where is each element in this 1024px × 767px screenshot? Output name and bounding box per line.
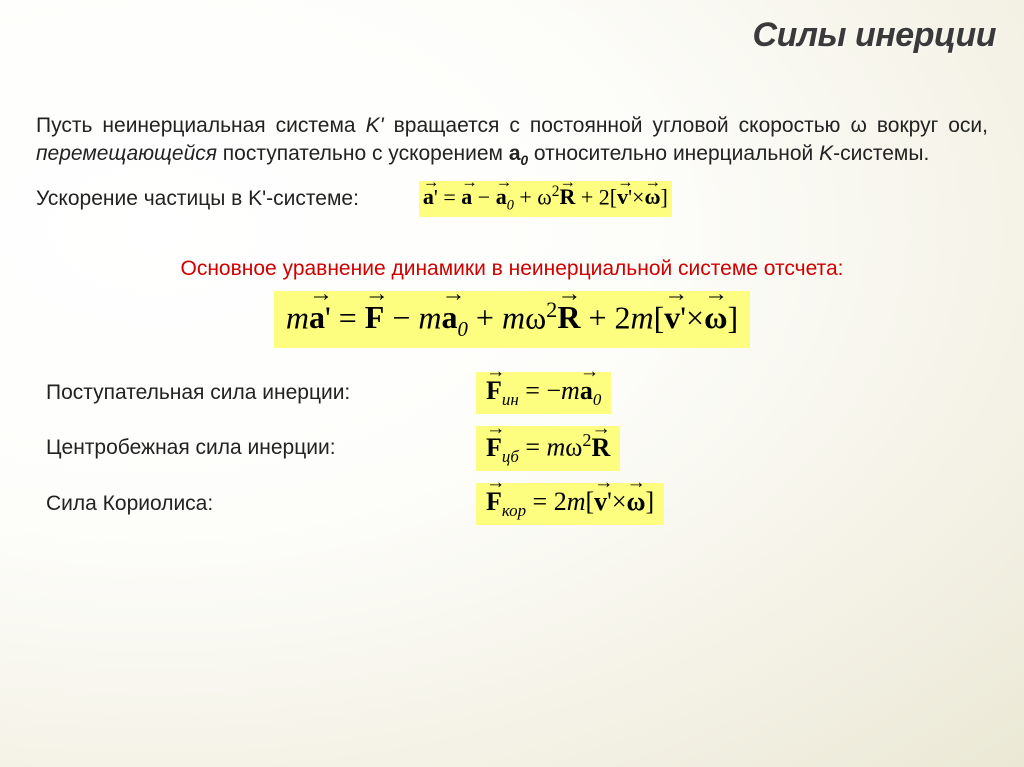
omega: ω	[850, 114, 866, 137]
page-title: Силы инерции	[753, 16, 996, 55]
k-prime: K'	[366, 114, 384, 137]
text: -системы.	[833, 142, 929, 165]
translational-force-eq: Fин = −ma0	[476, 372, 611, 414]
main-equation-label: Основное уравнение динамики в неинерциал…	[36, 257, 988, 281]
centrifugal-force-row: Центробежная сила инерции: Fцб = mω2R	[36, 426, 988, 471]
coriolis-force-eq: Fкор = 2m[v'×ω]	[476, 483, 664, 525]
coriolis-force-row: Сила Кориолиса: Fкор = 2m[v'×ω]	[36, 483, 988, 525]
coriolis-force-label: Сила Кориолиса:	[36, 492, 476, 516]
centrifugal-force-label: Центробежная сила инерции:	[36, 436, 476, 460]
main-equation-wrap: ma' = F − ma0 + mω2R + 2m[v'×ω]	[36, 291, 988, 348]
main-equation: ma' = F − ma0 + mω2R + 2m[v'×ω]	[274, 291, 750, 348]
text: вращается с постоянной угловой скоростью	[384, 114, 851, 137]
intro-paragraph: Пусть неинерциальная система K' вращаетс…	[36, 112, 988, 171]
translational-force-label: Поступательная сила инерции:	[36, 381, 476, 405]
text: Пусть неинерциальная система	[36, 114, 366, 137]
acceleration-equation: a' = a − a0 + ω2R + 2[v'×ω]	[419, 181, 672, 217]
translational-force-row: Поступательная сила инерции: Fин = −ma0	[36, 372, 988, 414]
moving-word: перемещающейся	[36, 142, 217, 165]
text: поступательно с ускорением	[217, 142, 509, 165]
acceleration-label: Ускорение частицы в K'-системе:	[36, 187, 359, 211]
text: вокруг оси,	[867, 114, 988, 137]
text: относительно инерциальной	[528, 142, 819, 165]
content-area: Пусть неинерциальная система K' вращаетс…	[36, 112, 988, 525]
acceleration-row: Ускорение частицы в K'-системе: a' = a −…	[36, 181, 988, 217]
k-sys: K	[819, 142, 833, 165]
a0: a0	[509, 142, 528, 165]
centrifugal-force-eq: Fцб = mω2R	[476, 426, 620, 471]
